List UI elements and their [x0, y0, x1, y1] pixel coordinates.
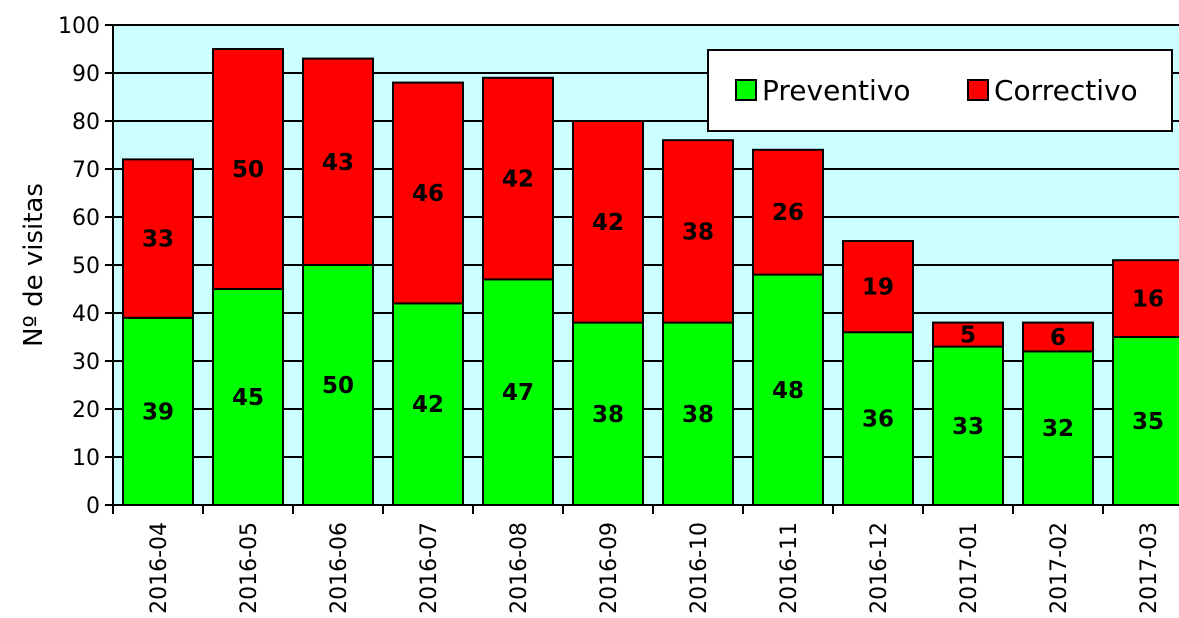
legend-label-correctivo: Correctivo	[994, 74, 1138, 107]
data-label-correctivo-2016-06: 43	[322, 150, 354, 176]
bar-preventivo-2016-04	[122, 316, 194, 506]
data-label-correctivo-2017-01: 5	[960, 323, 976, 349]
data-label-preventivo-2016-10: 38	[682, 402, 714, 428]
y-tick-label: 100	[58, 14, 100, 39]
bar-correctivo-2016-06	[302, 57, 374, 266]
data-label-correctivo-2017-03: 16	[1132, 287, 1164, 313]
legend-box	[707, 49, 1173, 132]
x-tick-label-2016-06: 2016-06	[327, 522, 352, 614]
x-tick-label-2017-03: 2017-03	[1137, 522, 1162, 614]
bar-correctivo-2016-05	[212, 48, 284, 290]
data-label-preventivo-2017-01: 33	[952, 414, 984, 440]
bar-preventivo-2016-12	[842, 331, 914, 507]
legend-swatch-preventivo	[735, 79, 757, 101]
bar-preventivo-2017-02	[1022, 350, 1094, 506]
x-tick-label-2016-05: 2016-05	[237, 522, 262, 614]
data-labels: 39 33 45 50 50 43 42 46 47 42 38 42 38 38 48 26 36 19 33 5 3…	[142, 150, 1164, 442]
legend-label-preventivo: Preventivo	[762, 74, 911, 107]
data-label-preventivo-2017-02: 32	[1042, 416, 1074, 442]
data-label-correctivo-2017-02: 6	[1050, 325, 1066, 351]
data-label-correctivo-2016-08: 42	[502, 167, 534, 193]
bar-correctivo-2016-08	[482, 76, 554, 281]
bar-correctivo-2016-12	[842, 240, 914, 334]
legend-swatch-correctivo	[967, 79, 989, 101]
x-tick-label-2016-08: 2016-08	[507, 522, 532, 614]
bar-preventivo-2016-08	[482, 278, 554, 506]
data-label-preventivo-2016-05: 45	[232, 385, 264, 411]
y-tick-label: 20	[72, 398, 100, 423]
legend: Preventivo Correctivo	[707, 49, 1173, 132]
bar-correctivo-2016-09	[572, 120, 644, 324]
y-tick-label: 0	[86, 494, 100, 519]
data-label-correctivo-2016-09: 42	[592, 210, 624, 236]
data-label-correctivo-2016-05: 50	[232, 157, 264, 183]
bar-correctivo-2016-10	[662, 139, 734, 324]
y-tick-labels: 0 10 20 30 40 50 60 70 80 90 100	[58, 14, 113, 519]
bar-preventivo-2016-06	[302, 264, 374, 506]
bar-correctivo-2016-11	[752, 148, 824, 276]
y-tick-label: 40	[72, 302, 100, 327]
data-label-correctivo-2016-12: 19	[862, 275, 894, 301]
y-tick-label: 90	[72, 62, 100, 87]
y-axis-title: Nº de visitas	[19, 183, 49, 347]
x-tick-label-2016-11: 2016-11	[777, 522, 802, 614]
bar-preventivo-2016-07	[392, 302, 464, 506]
y-tick-label: 60	[72, 206, 100, 231]
x-tick-label-2016-04: 2016-04	[147, 522, 172, 614]
grid-lines	[113, 24, 1179, 458]
data-label-preventivo-2016-11: 48	[772, 378, 804, 404]
data-label-preventivo-2017-03: 35	[1132, 409, 1164, 435]
y-tick-label: 10	[72, 446, 100, 471]
bar-correctivo-2016-04	[122, 158, 194, 319]
x-tick-label-2016-09: 2016-09	[597, 522, 622, 614]
data-label-preventivo-2016-07: 42	[412, 392, 444, 418]
y-tick-label: 80	[72, 110, 100, 135]
x-tick-label-2016-07: 2016-07	[417, 522, 442, 614]
y-tick-label: 70	[72, 158, 100, 183]
data-label-preventivo-2016-12: 36	[862, 407, 894, 433]
data-label-preventivo-2016-09: 38	[592, 402, 624, 428]
x-tick-label-2017-02: 2017-02	[1047, 522, 1072, 614]
data-label-preventivo-2016-06: 50	[322, 373, 354, 399]
data-label-correctivo-2016-10: 38	[682, 219, 714, 245]
data-label-correctivo-2016-04: 33	[142, 227, 174, 253]
y-tick-label: 30	[72, 350, 100, 375]
bar-correctivo-2017-03	[1112, 259, 1179, 339]
bar-correctivo-2017-02	[1022, 321, 1094, 353]
data-label-correctivo-2016-11: 26	[772, 200, 804, 226]
bar-correctivo-2017-01	[932, 321, 1004, 348]
data-label-correctivo-2016-07: 46	[412, 181, 444, 207]
bar-preventivo-2016-11	[752, 273, 824, 506]
bar-preventivo-2016-05	[212, 288, 284, 506]
x-tick-label-2016-12: 2016-12	[867, 522, 892, 614]
data-label-preventivo-2016-08: 47	[502, 380, 534, 406]
bar-preventivo-2016-10	[662, 321, 734, 506]
bars	[122, 48, 1179, 507]
y-tick-label: 50	[72, 254, 100, 279]
data-label-preventivo-2016-04: 39	[142, 399, 174, 425]
bar-correctivo-2016-07	[392, 81, 464, 305]
x-tick-label-2016-10: 2016-10	[687, 522, 712, 614]
x-tick-labels: 2016-04 2016-05 2016-06 2016-07 2016-08 2016-…	[112, 505, 1162, 614]
x-tick-label-2017-01: 2017-01	[957, 522, 982, 614]
